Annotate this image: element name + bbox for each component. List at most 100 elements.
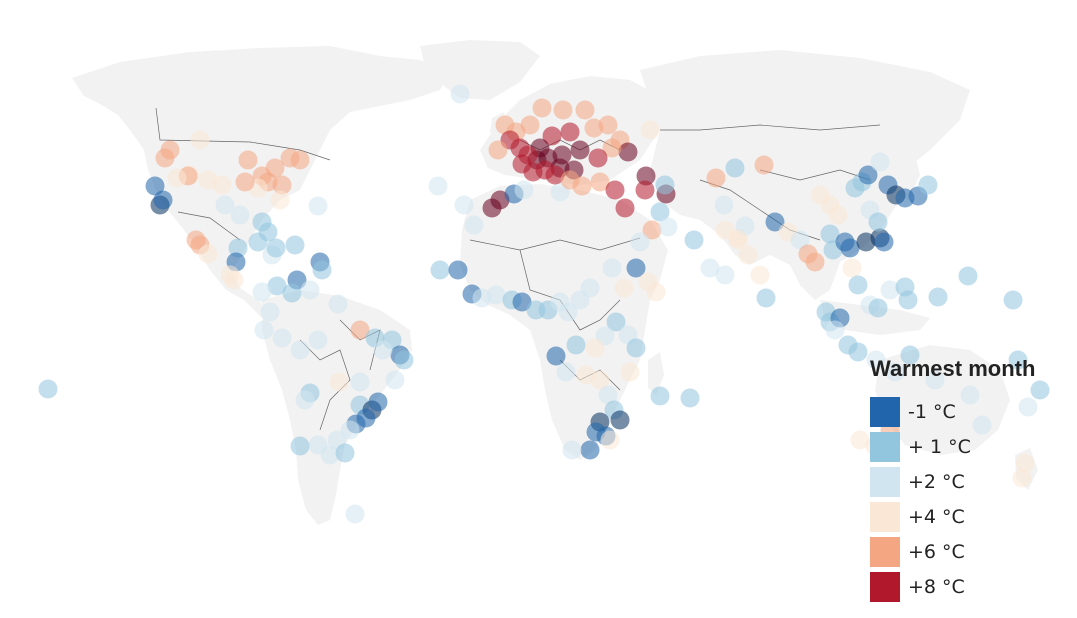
station-marker <box>329 372 349 392</box>
station-marker <box>575 100 595 120</box>
border-africa-north <box>469 237 641 251</box>
station-marker <box>580 440 600 460</box>
station-marker <box>880 280 900 300</box>
station-marker <box>820 224 840 244</box>
legend-swatch <box>870 501 900 532</box>
station-marker <box>198 244 218 264</box>
station-marker <box>972 415 992 435</box>
station-marker <box>212 175 232 195</box>
station-marker <box>308 330 328 350</box>
station-marker <box>190 130 210 150</box>
greenland <box>420 40 540 100</box>
station-marker <box>840 238 860 258</box>
station-marker <box>725 158 745 178</box>
station-marker <box>842 258 862 278</box>
station-marker <box>430 260 450 280</box>
station-marker <box>866 350 886 370</box>
station-marker <box>523 162 543 182</box>
station-marker <box>38 379 58 399</box>
station-marker <box>646 282 666 302</box>
station-marker <box>650 202 670 222</box>
station-marker <box>486 285 506 305</box>
station-marker <box>266 238 286 258</box>
station-marker <box>153 190 173 210</box>
station-marker <box>290 150 310 170</box>
station-marker <box>340 420 360 440</box>
station-marker <box>448 260 468 280</box>
station-marker <box>735 216 755 236</box>
station-marker <box>532 98 552 118</box>
legend-item: +2 °C <box>870 464 1070 499</box>
station-marker <box>848 342 868 362</box>
station-marker <box>248 232 268 252</box>
station-marker <box>428 176 448 196</box>
station-marker <box>825 320 845 340</box>
station-marker <box>350 372 370 392</box>
station-marker <box>606 312 626 332</box>
station-marker <box>614 278 634 298</box>
station-marker <box>642 220 662 240</box>
south-america <box>262 290 412 525</box>
border-us-canada <box>155 107 331 161</box>
station-marker <box>272 328 292 348</box>
station-marker <box>925 370 945 390</box>
station-marker <box>756 288 776 308</box>
station-marker <box>630 232 650 252</box>
station-marker <box>620 362 640 382</box>
station-marker <box>626 338 646 358</box>
station-marker <box>572 176 592 196</box>
station-marker <box>215 195 235 215</box>
station-marker <box>350 320 370 340</box>
legend-label: -1 °C <box>908 400 956 423</box>
station-marker <box>588 148 608 168</box>
station-marker <box>335 443 355 463</box>
station-marker <box>167 168 187 188</box>
station-marker <box>295 390 315 410</box>
legend-swatch <box>870 536 900 567</box>
legend-label: +4 °C <box>908 505 965 528</box>
station-marker <box>602 138 622 158</box>
station-markers <box>38 84 1050 524</box>
legend-swatch <box>870 431 900 462</box>
station-marker <box>512 292 532 312</box>
station-marker <box>230 205 250 225</box>
station-marker <box>553 100 573 120</box>
station-marker <box>848 275 868 295</box>
station-marker <box>858 165 878 185</box>
station-marker <box>874 232 894 252</box>
station-marker <box>560 122 580 142</box>
station-marker <box>600 430 620 450</box>
station-marker <box>602 258 622 278</box>
station-marker <box>252 282 272 302</box>
station-marker <box>320 445 340 465</box>
legend-item: -1 °C <box>870 394 1070 429</box>
station-marker <box>750 265 770 285</box>
station-marker <box>267 276 287 296</box>
station-marker <box>160 140 180 160</box>
station-marker <box>290 436 310 456</box>
station-marker <box>585 338 605 358</box>
southeast-asia-islands <box>820 300 930 335</box>
station-marker <box>610 410 630 430</box>
station-marker <box>805 252 825 272</box>
station-marker <box>385 370 405 390</box>
legend: Warmest month -1 °C + 1 °C +2 °C +4 °C +… <box>870 356 1070 604</box>
station-marker <box>714 195 734 215</box>
station-marker <box>765 212 785 232</box>
station-marker <box>518 145 538 165</box>
madagascar <box>648 352 664 395</box>
station-marker <box>1018 397 1038 417</box>
station-marker <box>828 205 848 225</box>
border-us-mexico <box>177 211 241 241</box>
station-marker <box>898 290 918 310</box>
station-marker <box>868 298 888 318</box>
station-marker <box>454 195 474 215</box>
border-china <box>759 169 871 181</box>
station-marker <box>265 158 285 178</box>
legend-swatch <box>870 396 900 427</box>
legend-item: +8 °C <box>870 569 1070 604</box>
station-marker <box>235 172 255 192</box>
station-marker <box>1012 468 1032 488</box>
station-marker <box>960 385 980 405</box>
station-marker <box>542 126 562 146</box>
